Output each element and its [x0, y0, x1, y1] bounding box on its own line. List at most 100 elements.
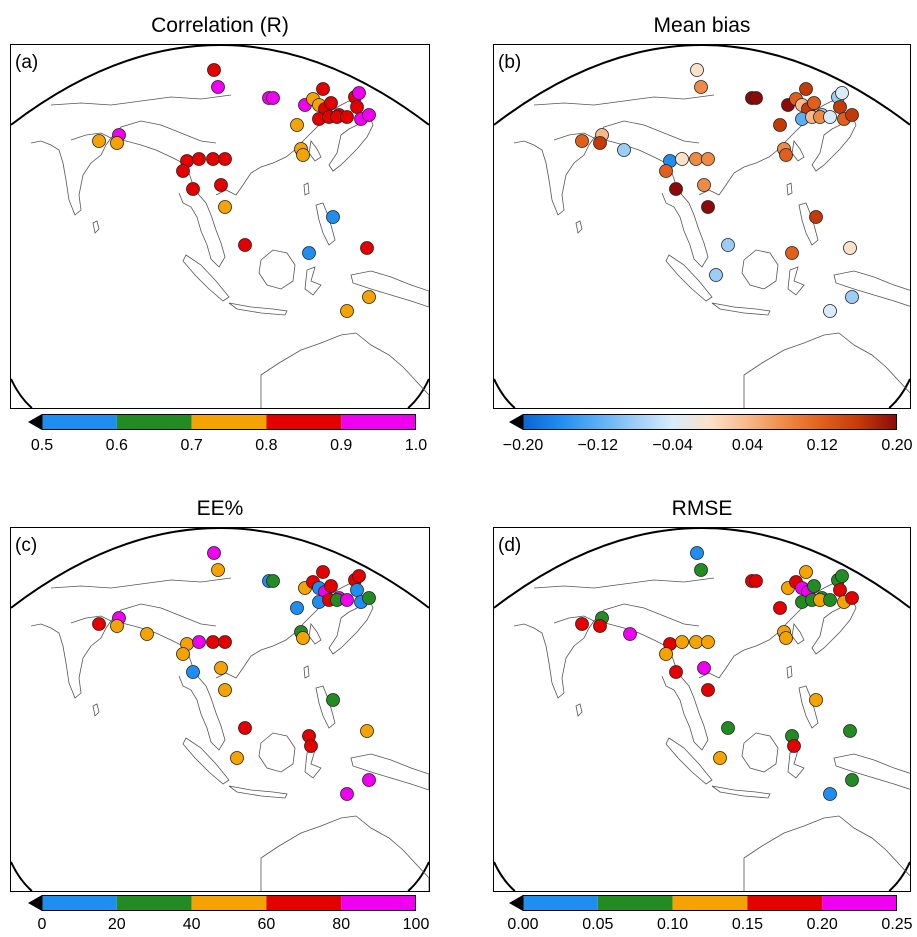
station-dot [845, 290, 859, 304]
stations [92, 546, 376, 801]
coastline [743, 332, 910, 408]
panel-label: (d) [498, 535, 522, 556]
colorbar-tick-label: −0.20 [502, 437, 544, 454]
coastlines [513, 94, 910, 408]
coastline [92, 703, 100, 717]
colorbar-tick-label: 0.12 [806, 437, 838, 454]
station-dot [176, 647, 190, 661]
station-dot [206, 635, 220, 649]
coastline [315, 202, 336, 246]
station-dot [799, 82, 813, 96]
station-dot [593, 619, 607, 633]
colorbar-tick-labels: 0.00 0.05 0.10 0.15 0.20 0.25 [507, 916, 912, 936]
colorbar-extension [28, 414, 42, 430]
station-dot [290, 118, 304, 132]
station-dot [809, 210, 823, 224]
coastline [228, 302, 288, 316]
colorbar-tick-label: −0.04 [652, 437, 693, 454]
colorbar-frame [522, 414, 897, 430]
colorbar-segment [42, 414, 117, 430]
station-dot [773, 118, 787, 132]
station-dot [316, 565, 330, 579]
station-dot [809, 693, 823, 707]
station-dot [675, 152, 689, 166]
colorbar-segment [747, 895, 823, 911]
station-dot [575, 134, 589, 148]
station-dot [773, 601, 787, 615]
station-dot [701, 635, 715, 649]
coastline [110, 603, 217, 627]
coastline [711, 302, 771, 316]
colorbar-segment [597, 895, 673, 911]
coastline [791, 140, 805, 162]
colorbar-tick-labels: 0.5 0.6 0.7 0.8 0.9 1.0 [28, 437, 427, 457]
station-dot [669, 182, 683, 196]
station-dot [207, 63, 221, 77]
station-dot [296, 631, 310, 645]
projection-boundary [494, 45, 910, 126]
coastline [513, 615, 595, 699]
station-dot [701, 683, 715, 697]
colorbar-segment [191, 895, 267, 911]
station-dot [186, 182, 200, 196]
station-dot [340, 787, 354, 801]
colorbar-segment [822, 895, 897, 911]
station-dot [697, 178, 711, 192]
station-dot [266, 574, 280, 588]
station-dot [238, 238, 252, 252]
station-dot [749, 91, 763, 105]
colorbar-segment [266, 414, 342, 430]
colorbar-frame [41, 895, 416, 911]
coastline [260, 815, 429, 891]
colorbar-tick-label: 0.9 [330, 437, 353, 454]
station-dot [835, 86, 849, 100]
map-canvas [11, 45, 429, 408]
coastline [182, 737, 230, 785]
coastline [833, 270, 910, 307]
coastline [833, 753, 910, 790]
station-dot [785, 246, 799, 260]
map-canvas [494, 528, 910, 891]
colorbar-segment [116, 414, 192, 430]
coastline [50, 94, 232, 106]
station-dot [218, 635, 232, 649]
colorbar-segment [672, 895, 748, 911]
station-dot [575, 617, 589, 631]
station-dot [779, 631, 793, 645]
colorbar-tick-label: 0.00 [507, 916, 539, 933]
projection-boundary [407, 861, 429, 891]
map-area [10, 527, 430, 892]
station-dot [697, 661, 711, 675]
station-dot [340, 593, 354, 607]
colorbar-tick-label: 100 [402, 916, 430, 933]
station-dot [218, 683, 232, 697]
map-area [493, 44, 911, 409]
coastline [665, 737, 713, 785]
coastline [665, 254, 713, 302]
colorbar-tick-labels: −0.20 −0.12 −0.04 0.04 0.12 0.20 [503, 437, 913, 457]
colorbar-tick-label: 0.7 [180, 437, 203, 454]
station-dot [192, 152, 206, 166]
coastline [575, 703, 583, 717]
colorbar-frame [41, 414, 416, 430]
station-dot [340, 110, 354, 124]
coastline [304, 266, 322, 296]
station-dot [690, 63, 704, 77]
coastline [228, 785, 288, 799]
projection-boundary [494, 861, 516, 891]
station-dot [176, 164, 190, 178]
colorbar-segment [341, 895, 416, 911]
station-dot [659, 647, 673, 661]
panel-title: EE% [196, 497, 244, 520]
colorbar-tick-label: 80 [332, 916, 351, 933]
coastline [308, 623, 322, 645]
station-dot [290, 601, 304, 615]
station-dot [807, 579, 821, 593]
station-dot [352, 86, 366, 100]
station-dot [701, 152, 715, 166]
panel-title: Mean bias [653, 14, 751, 37]
station-dot [689, 635, 703, 649]
colorbar-tick-labels: 0 20 40 60 80 100 [28, 916, 430, 936]
colorbar-tick-label: 40 [182, 916, 201, 933]
